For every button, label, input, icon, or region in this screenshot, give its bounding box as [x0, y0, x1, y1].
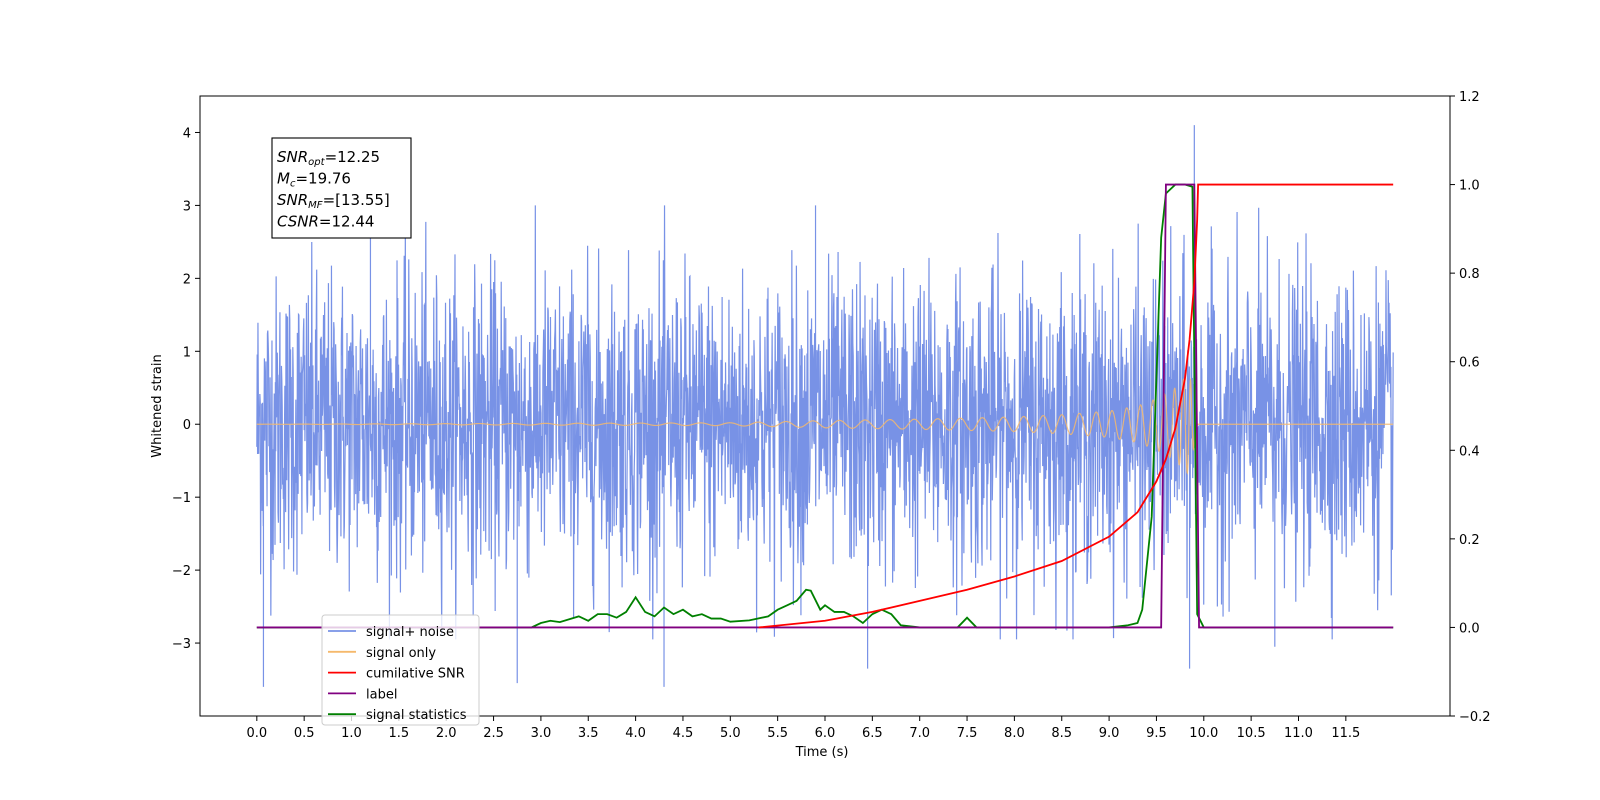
y-tick-label: 0 — [183, 418, 191, 433]
x-tick-label: 0.0 — [246, 726, 267, 741]
annotation-symbol: M — [277, 170, 290, 188]
x-tick-label: 4.0 — [625, 726, 646, 741]
y2-tick-label: 1.2 — [1459, 90, 1480, 105]
y-axis-label: Whitened strain — [150, 354, 165, 457]
x-tick-label: 1.0 — [341, 726, 362, 741]
y-tick-label: 1 — [183, 345, 191, 360]
legend-label: signal+ noise — [366, 625, 454, 640]
annotation-value: =12.25 — [325, 148, 381, 166]
legend: signal+ noise signal only cumilative SNR la… — [321, 614, 480, 726]
annotation-symbol: SNR — [277, 148, 308, 166]
x-tick-label: 2.5 — [483, 726, 504, 741]
annotation-frame — [271, 137, 412, 239]
x-tick-label: 10.0 — [1189, 726, 1218, 741]
y-tick-label: 4 — [183, 126, 191, 141]
x-tick-label: 3.0 — [531, 726, 552, 741]
series-label — [256, 183, 1394, 629]
x-tick-label: 10.5 — [1237, 726, 1266, 741]
annotation-subscript: c — [290, 179, 296, 190]
series-signal-only — [256, 377, 1394, 475]
x-tick-label: 8.5 — [1051, 726, 1072, 741]
x-tick-label: 6.5 — [862, 726, 883, 741]
x-tick-label: 9.5 — [1146, 726, 1167, 741]
legend-label: signal only — [366, 646, 436, 661]
annotation-subscript: opt — [308, 157, 325, 168]
annotation-box: SNRopt=12.25Mc=19.76SNRMF=[13.55]CSNR=12… — [271, 137, 412, 239]
legend-items: signal+ noise signal only cumilative SNR la… — [328, 625, 467, 723]
series-cumulative-snr — [758, 183, 1394, 629]
y2-tick-label: 0.4 — [1459, 444, 1480, 459]
y-tick-label: 3 — [183, 199, 191, 214]
x-tick-label: 4.5 — [673, 726, 694, 741]
y2-tick-label: 0.6 — [1459, 356, 1480, 371]
annotation-line: Mc=19.76 — [277, 170, 351, 190]
annotation-value: =[13.55] — [323, 191, 390, 209]
legend-label: cumilative SNR — [366, 667, 465, 682]
annotation-subscript: MF — [308, 200, 323, 211]
plot-area — [256, 125, 1394, 687]
y2-tick-label: 0.0 — [1459, 621, 1480, 636]
annotation-symbol: SNR — [277, 191, 308, 209]
x-tick-label: 0.5 — [294, 726, 315, 741]
annotation-symbol: CSNR — [277, 213, 319, 231]
x-tick-label: 5.0 — [720, 726, 741, 741]
series-signal-statistics — [256, 183, 1394, 629]
x-tick-label: 2.0 — [436, 726, 457, 741]
y2-tick-label: 0.2 — [1459, 533, 1480, 548]
y-tick-label: 2 — [183, 272, 191, 287]
annotation-line: CSNR=12.44 — [277, 213, 374, 231]
y-tick-label: −3 — [172, 637, 191, 652]
annotation-value: =19.76 — [295, 170, 351, 188]
x-tick-label: 8.0 — [1004, 726, 1025, 741]
legend-label: signal statistics — [366, 708, 467, 723]
x-tick-label: 11.0 — [1284, 726, 1313, 741]
y2-tick-label: −0.2 — [1459, 710, 1491, 725]
x-tick-label: 9.0 — [1099, 726, 1120, 741]
x-tick-label: 3.5 — [578, 726, 599, 741]
y-tick-label: −2 — [172, 564, 191, 579]
x-tick-label: 1.5 — [389, 726, 410, 741]
x-tick-label: 11.5 — [1331, 726, 1360, 741]
annotation-value: =12.44 — [319, 213, 375, 231]
x-tick-label: 7.5 — [957, 726, 978, 741]
legend-frame — [321, 614, 480, 726]
annotation-lines: SNRopt=12.25Mc=19.76SNRMF=[13.55]CSNR=12… — [277, 148, 390, 231]
legend-label: label — [366, 687, 397, 702]
axis-ticks: 0.0 0.5 1.0 1.5 2.0 2.5 3.0 3.5 4.0 4.5 5.0 5.5 6.0 6… — [172, 90, 1491, 741]
x-axis-label: Time (s) — [795, 745, 849, 760]
y2-tick-label: 1.0 — [1459, 179, 1480, 194]
x-tick-label: 5.5 — [767, 726, 788, 741]
x-tick-label: 6.0 — [815, 726, 836, 741]
x-tick-label: 7.0 — [909, 726, 930, 741]
annotation-line: SNRMF=[13.55] — [277, 191, 390, 211]
annotation-line: SNRopt=12.25 — [277, 148, 380, 168]
y-tick-label: −1 — [172, 491, 191, 506]
y2-tick-label: 0.8 — [1459, 267, 1480, 282]
